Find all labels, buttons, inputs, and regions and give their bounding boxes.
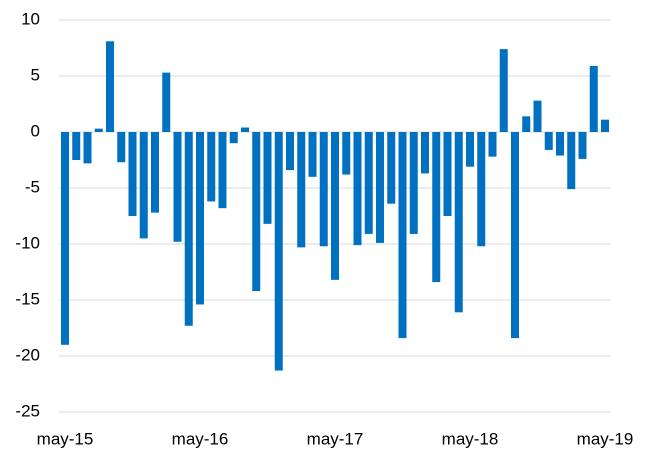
bar (61, 132, 69, 345)
bar (151, 132, 159, 213)
x-tick-label: may-19 (577, 429, 634, 448)
x-tick-label: may-18 (442, 429, 499, 448)
bar (319, 132, 328, 247)
bar (421, 132, 429, 174)
bar (274, 132, 283, 371)
bar (139, 132, 148, 239)
y-tick-label: -15 (15, 289, 40, 308)
bar (218, 132, 227, 209)
x-tick-label: may-17 (307, 429, 364, 448)
y-tick-label: -10 (15, 233, 40, 252)
bar (331, 132, 339, 280)
bar (83, 132, 92, 164)
bar (601, 119, 609, 132)
bar (364, 132, 373, 234)
bar (533, 100, 542, 132)
bar (398, 132, 407, 339)
bar (162, 72, 171, 132)
bar (229, 132, 238, 144)
bar (263, 132, 272, 224)
bar (94, 128, 103, 132)
bar (342, 132, 351, 175)
bar (567, 132, 576, 190)
bar (556, 132, 564, 156)
y-tick-label: 10 (21, 9, 40, 28)
bar (308, 132, 317, 177)
bar (207, 132, 216, 202)
bar (454, 132, 463, 313)
bar (432, 132, 441, 283)
bar (522, 116, 531, 132)
bar (466, 132, 474, 167)
bar (443, 132, 452, 216)
bar (511, 132, 519, 339)
bar (128, 132, 137, 216)
bar (488, 132, 497, 157)
bar (589, 65, 598, 132)
y-tick-label: -5 (25, 177, 40, 196)
x-tick-label: may-15 (37, 429, 94, 448)
bar (196, 132, 204, 305)
bar (499, 49, 508, 133)
bar (376, 132, 384, 243)
x-tick-label: may-16 (172, 429, 229, 448)
bar (286, 132, 294, 171)
bar (72, 132, 81, 160)
bar (409, 132, 418, 234)
y-tick-label: 5 (31, 65, 40, 84)
bar (578, 132, 587, 159)
y-tick-label: -20 (15, 345, 40, 364)
bar (241, 127, 249, 132)
bar (173, 132, 182, 242)
bar (184, 132, 193, 326)
bar (252, 132, 261, 292)
bar (544, 132, 553, 150)
bar (297, 132, 306, 248)
y-tick-label: -25 (15, 401, 40, 420)
bar (106, 41, 114, 132)
bar (353, 132, 362, 246)
bar (387, 132, 396, 204)
y-tick-label: 0 (31, 121, 40, 140)
bar (117, 132, 126, 163)
bar (477, 132, 486, 247)
